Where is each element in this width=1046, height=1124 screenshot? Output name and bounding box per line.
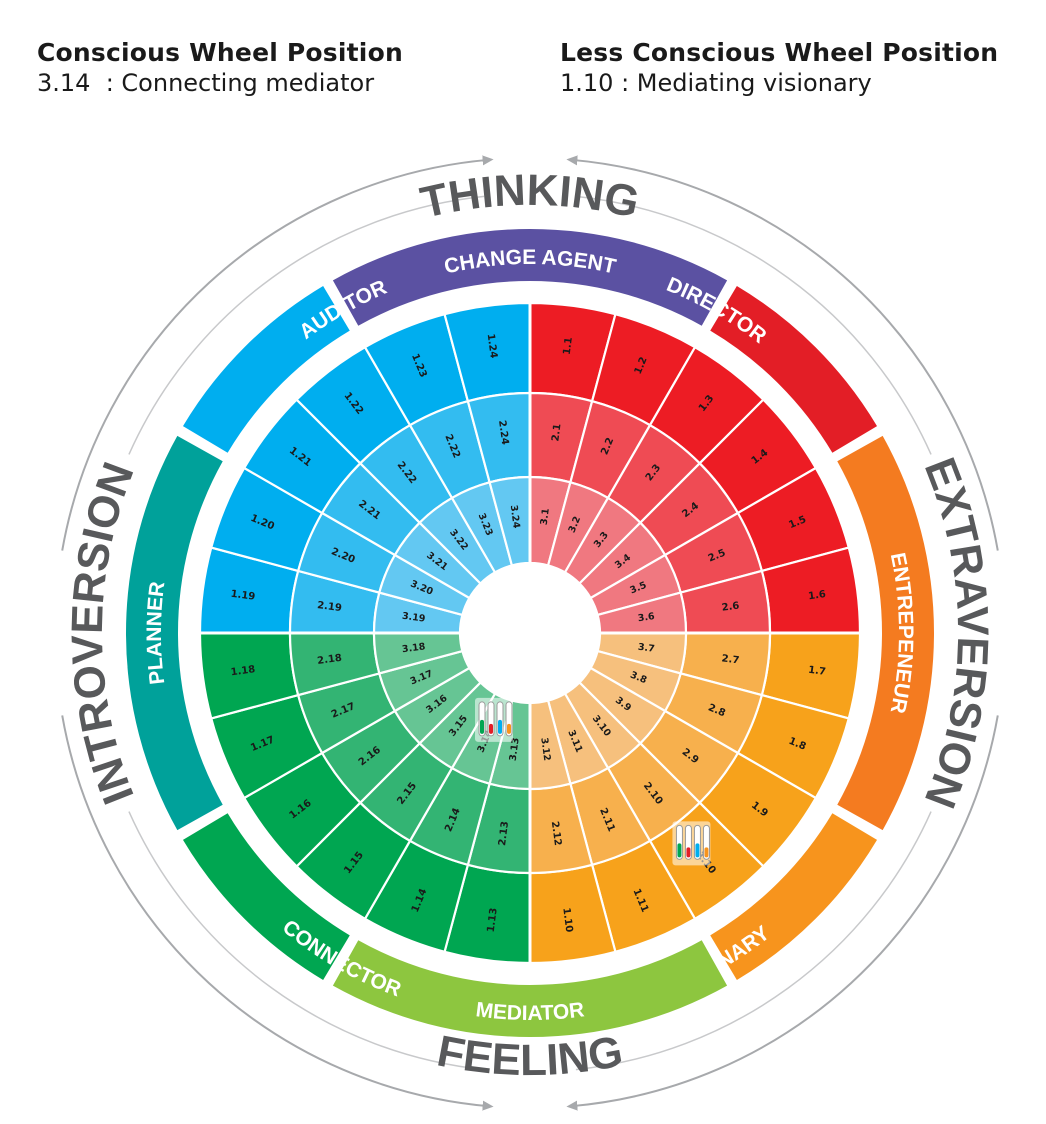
segment-label: 1.18	[230, 664, 256, 678]
segment-label: 2.1	[550, 423, 563, 442]
type-band-entrepeneur	[837, 435, 935, 831]
segment-label: 3.7	[637, 642, 655, 655]
segment-label: 3.18	[401, 641, 426, 655]
axis-guide-arc	[575, 195, 932, 455]
segment-label: 2.13	[497, 821, 511, 847]
segment-label: 2.12	[549, 821, 563, 847]
segment-label: 3.1	[539, 508, 552, 526]
wheel-center	[460, 563, 600, 703]
test-tubes-icon	[672, 821, 711, 866]
segment-label: 1.6	[808, 589, 827, 602]
segment-label: 3.24	[508, 504, 522, 529]
type-band-visionary	[710, 813, 878, 981]
segment-label: 1.1	[562, 337, 575, 356]
segment-label: 1.19	[230, 589, 256, 603]
type-label: MEDIATOR	[475, 998, 586, 1025]
segment-label: 2.7	[721, 653, 740, 666]
segment-label: 3.19	[401, 611, 426, 625]
type-band-planner	[125, 435, 223, 831]
segment-label: 1.24	[485, 333, 499, 359]
axis-guide-arc	[575, 811, 932, 1071]
conscious-position-value: 3.14 : Connecting mediator	[37, 69, 375, 97]
type-band-change-agent	[332, 228, 728, 326]
type-band-auditor	[182, 285, 350, 453]
type-label: PLANNER	[143, 580, 169, 685]
type-band-connector	[182, 813, 350, 981]
type-band-mediator	[332, 940, 728, 1038]
axis-guide-arc	[128, 811, 485, 1071]
test-tubes-icon	[475, 697, 513, 742]
axis-arrow-arc	[61, 155, 494, 551]
segment-label: 1.13	[486, 907, 500, 933]
segment-label: 2.6	[721, 600, 740, 613]
less-conscious-position: Less Conscious Wheel Position 1.10 : Med…	[560, 38, 998, 98]
conscious-position-title: Conscious Wheel Position	[37, 38, 403, 67]
axis-label-top: THINKING	[416, 166, 643, 228]
segment-label: 3.12	[538, 737, 552, 762]
axis-arrow-arc	[566, 155, 999, 551]
segment-label: 3.6	[637, 611, 656, 624]
type-band-director	[710, 285, 878, 453]
segment-label: 2.19	[317, 600, 343, 614]
segment-label: 3.13	[508, 737, 522, 762]
axis-arrow-arc	[61, 715, 494, 1111]
less-conscious-position-value: 1.10 : Mediating visionary	[560, 69, 872, 97]
axis-guide-arc	[128, 195, 485, 455]
conscious-position: Conscious Wheel Position 3.14 : Connecti…	[37, 38, 403, 98]
less-conscious-position-title: Less Conscious Wheel Position	[560, 38, 999, 67]
segment-label: 2.24	[496, 420, 510, 446]
axis-arrow-arc	[566, 715, 999, 1111]
segment-label: 2.18	[317, 653, 343, 667]
segment-label: 1.7	[807, 665, 826, 678]
segment-label: 1.10	[560, 907, 574, 933]
